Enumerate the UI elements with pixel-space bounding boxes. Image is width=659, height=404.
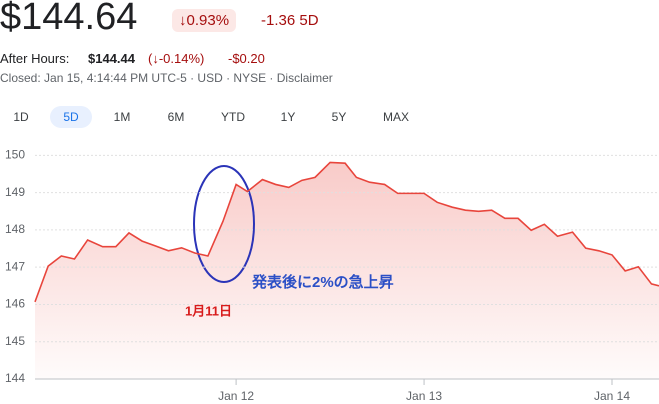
range-button[interactable]: 1M xyxy=(113,110,131,124)
change-percent: ↓0.93% xyxy=(172,9,237,32)
x-tick-label: Jan 14 xyxy=(594,389,630,403)
range-button[interactable]: 5Y xyxy=(331,110,347,124)
price-line xyxy=(34,161,659,303)
y-tick-label: 145 xyxy=(5,334,25,348)
y-tick-label: 147 xyxy=(5,259,25,273)
annotation: 発表後に2%の急上昇 xyxy=(251,273,394,291)
y-tick-label: 146 xyxy=(5,297,25,311)
range-button[interactable]: 6M xyxy=(167,110,185,124)
range-button[interactable]: 1D xyxy=(13,110,29,124)
highlight-ellipse xyxy=(193,165,255,283)
range-button[interactable]: 5D xyxy=(50,106,92,128)
price: $144.64 xyxy=(0,0,138,38)
after-hours-price: $144.44 xyxy=(88,51,135,66)
y-tick-label: 150 xyxy=(5,148,25,162)
y-tick-label: 148 xyxy=(5,222,25,236)
range-button[interactable]: YTD xyxy=(221,110,245,124)
x-tick-label: Jan 12 xyxy=(218,389,254,403)
change-value: -1.36 xyxy=(261,12,296,29)
after-hours-label: After Hours: xyxy=(0,51,70,66)
area xyxy=(35,162,659,379)
y-tick-label: 144 xyxy=(5,371,25,385)
x-tick-label: Jan 13 xyxy=(406,389,442,403)
y-tick-label: 149 xyxy=(5,185,25,199)
status: Closed: Jan 15, 4:14:44 PM UTC-5 · USD ·… xyxy=(0,71,333,85)
period: 5D xyxy=(299,12,319,29)
annotation: 1月11日 xyxy=(185,303,232,318)
change: -1.36 5D xyxy=(261,12,319,29)
range-button[interactable]: 1Y xyxy=(280,110,296,124)
after-hours-change: -$0.20 xyxy=(228,51,265,66)
after-hours-percent: (↓-0.14%) xyxy=(148,51,205,66)
range-button[interactable]: MAX xyxy=(382,110,409,124)
